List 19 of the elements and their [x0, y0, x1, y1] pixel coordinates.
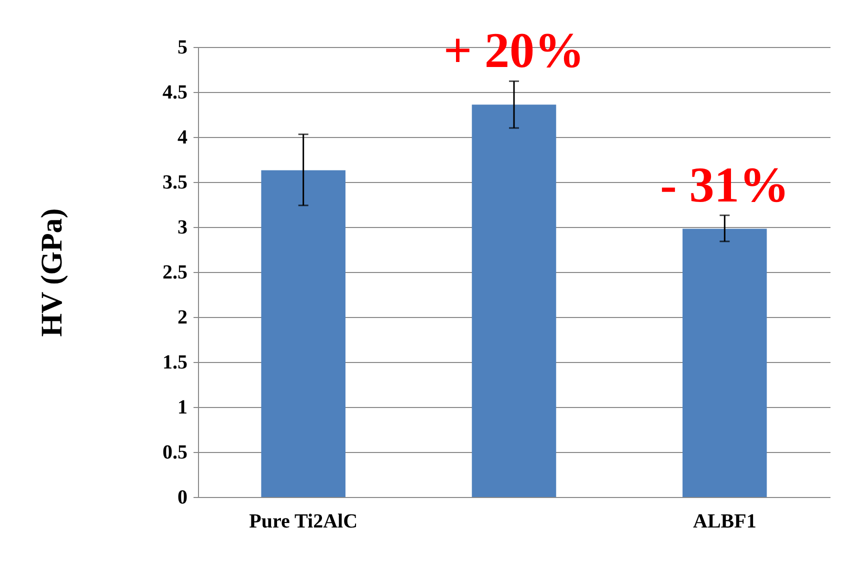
- y-tick-label: 1.5: [162, 352, 188, 374]
- y-tick-label: 2.5: [162, 262, 188, 284]
- y-tick-label: 0.5: [162, 442, 188, 464]
- y-axis-title: HV (GPa): [36, 208, 68, 337]
- x-tick-label: ALBF1: [692, 510, 756, 532]
- bar: [261, 170, 346, 497]
- annotation: + 20%: [444, 22, 584, 78]
- y-tick-label: 2: [178, 306, 188, 328]
- annotation: - 31%: [660, 156, 790, 212]
- y-tick-label: 5: [178, 36, 188, 58]
- y-tick-label: 0: [178, 486, 188, 508]
- x-tick-label: Pure Ti2AlC: [249, 510, 358, 532]
- y-tick-label: 3.5: [162, 172, 188, 194]
- y-tick-label: 4.5: [162, 82, 188, 104]
- y-tick-label: 3: [178, 216, 188, 238]
- bar: [472, 104, 556, 497]
- y-tick-label: 1: [178, 396, 188, 418]
- bar: [682, 228, 767, 497]
- y-tick-label: 4: [178, 126, 188, 148]
